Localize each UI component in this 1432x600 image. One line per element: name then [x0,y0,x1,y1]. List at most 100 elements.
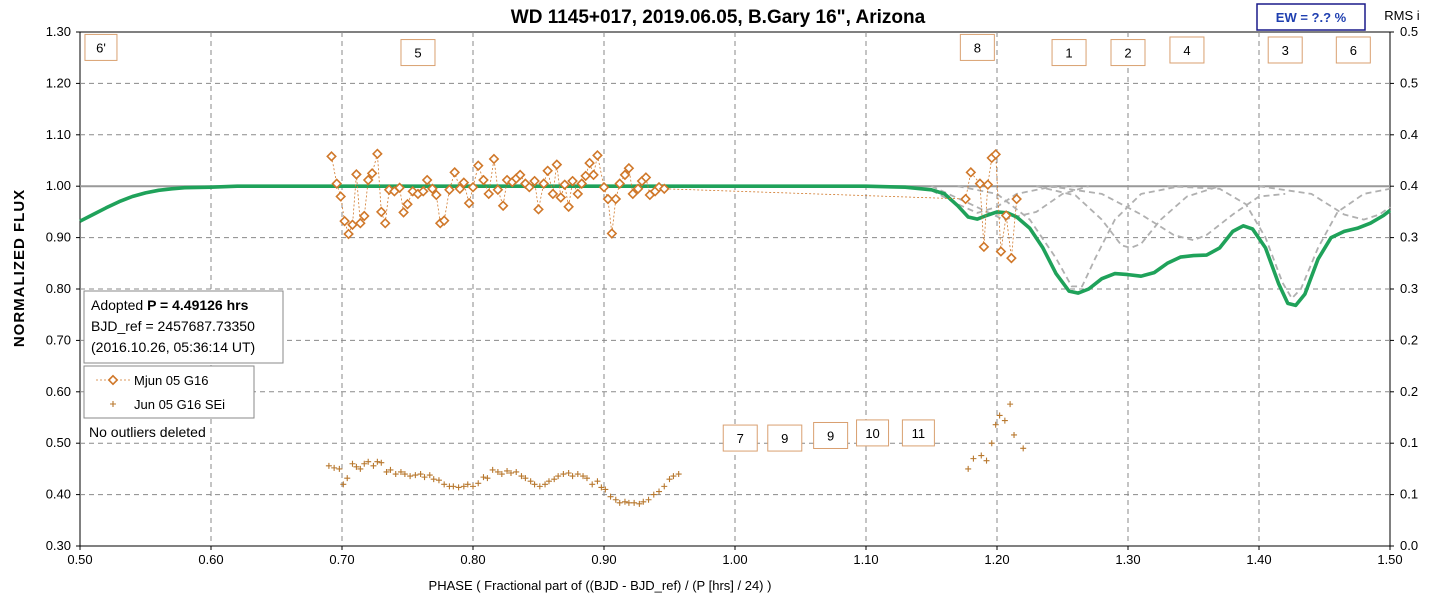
rms-point [661,483,668,490]
y2-axis-ticks: 0.0 0.1 0.1 0.2 0.2 0.3 0.3 0.4 0.4 0.5 0.5 [1390,24,1418,553]
rms-point [370,462,377,469]
y-tick-label: 0.30 [46,538,71,553]
rms-point [583,475,590,482]
rms-point [992,421,999,428]
dip-label-box [1335,36,1371,64]
flux-point [497,200,509,212]
y2-tick-label: 0.0 [1400,538,1418,553]
y-tick-label: 0.50 [46,435,71,450]
rms-point [349,460,356,467]
dip-label-box [400,39,436,67]
dip-label-box [813,421,849,449]
ew-box: EW = ?.? % [1256,3,1366,31]
rms-point [598,484,605,491]
component-curve [1167,185,1391,300]
rms-point [464,481,471,488]
dip-label: 2 [1124,46,1131,61]
flux-point [640,172,652,183]
rms-point [484,475,491,482]
y-axis-ticks: 0.30 0.40 0.50 0.60 0.70 0.80 0.90 1.00 1.10 1.20… [46,24,80,553]
dip-label-box [1051,39,1087,67]
flux-point [576,178,588,189]
dip-label: 9 [827,428,834,443]
rms-point [666,476,673,483]
dip-label: 7 [737,431,744,446]
flux-point [592,150,603,161]
dip-label-box [1267,36,1303,64]
rms-point [378,459,385,466]
rms-point [965,465,972,472]
rms-point [621,498,628,505]
flux-point [584,157,595,169]
rms-point [480,474,487,481]
dip-label-box [1169,36,1205,64]
rms-point [475,480,482,487]
y2-tick-label: 0.1 [1400,435,1418,450]
flux-point [375,206,387,218]
rms-point [1011,431,1018,438]
flux-point [421,174,433,186]
rms-point [387,466,394,473]
x-tick-label: 0.50 [67,552,92,567]
x-tick-label: 1.50 [1377,552,1402,567]
rms-point [527,478,534,485]
rms-point [612,496,619,503]
x-tick-label: 1.20 [984,552,1009,567]
rms-point [450,483,457,490]
y-tick-label: 1.20 [46,75,71,90]
rms-point [602,486,609,493]
legend-entry: Mjun 05 G16 [134,373,208,388]
rms-point [426,472,433,479]
flux-point [358,210,370,222]
rms-point [518,473,525,480]
flux-point [523,181,535,193]
ew-label: EW = ?.? % [1276,10,1347,25]
rms-point [470,483,476,490]
dip-label: 5 [414,46,421,61]
y-axis-label: NORMALIZED FLUX [11,189,28,347]
rms-point [545,478,552,485]
model-curve-line [79,184,1392,308]
flux-point [555,192,567,203]
y2-tick-label: 0.1 [1400,487,1418,502]
y2-tick-label: 0.2 [1400,332,1418,347]
rms-point [441,481,448,488]
rms-point [1007,401,1014,408]
flux-point [402,198,413,210]
flux-point [501,174,513,186]
chart-title: WD 1145+017, 2019.06.05, B.Gary 16", Ari… [511,7,926,28]
flux-point [430,189,442,201]
flux-point [990,149,1002,160]
rms-point [421,474,428,481]
rms-point [650,491,657,498]
flux-point [653,181,665,193]
ref-date: (2016.10.26, 05:36:14 UT) [91,339,255,355]
y-tick-label: 0.60 [46,384,71,399]
flux-point [407,186,419,197]
dip-label: 11 [912,426,926,441]
dip-label-box [722,424,758,452]
flux-point [343,228,354,240]
rms-point [336,465,343,472]
rms-point [498,471,505,478]
x-tick-label: 1.00 [722,552,747,567]
flux-point [472,160,484,171]
rms-point [542,481,549,488]
flux-point [335,191,347,202]
flux-point [438,215,450,226]
component-curve [1049,185,1286,242]
flux-point [580,170,591,182]
outliers-note: No outliers deleted [89,424,206,440]
rms-point [417,471,424,478]
y2-axis-label: RMS i [1384,8,1420,23]
rms-point [1020,445,1027,452]
x-tick-label: 0.70 [329,552,354,567]
dip-label: 4 [1183,43,1190,58]
dip-label-box [767,424,803,452]
rms-point [340,481,347,488]
flux-point [551,159,563,170]
rms-point [675,471,682,478]
y-tick-label: 0.80 [46,281,71,296]
flux-point [492,184,504,196]
